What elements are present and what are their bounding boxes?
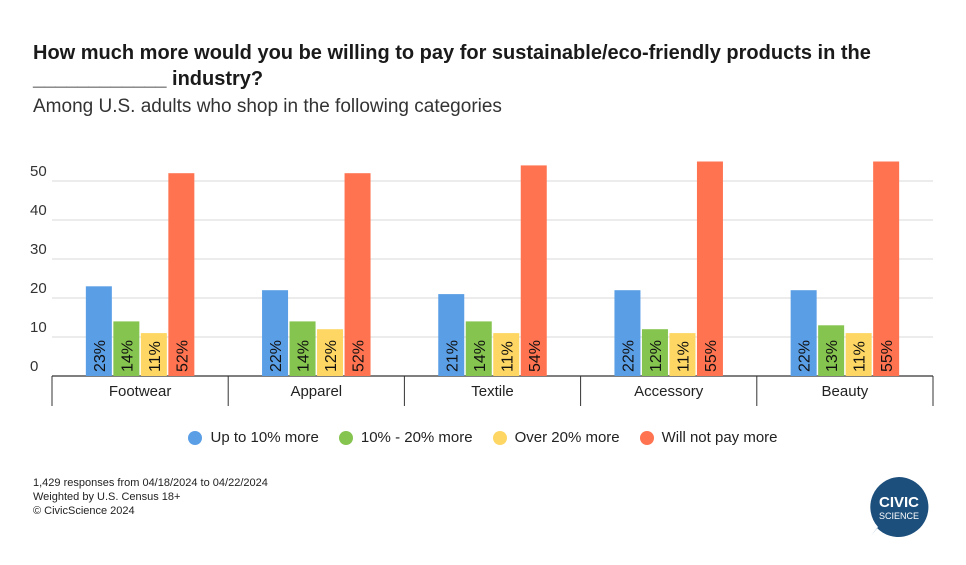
legend-swatch bbox=[188, 430, 203, 445]
data-label: 11% bbox=[675, 341, 692, 372]
bar bbox=[262, 290, 289, 376]
bar bbox=[493, 333, 520, 376]
legend-item: Over 20% more bbox=[492, 429, 620, 446]
legend: Up to 10% more 10% - 20% more Over 20% mor… bbox=[0, 429, 966, 446]
legend-swatch bbox=[492, 430, 507, 445]
bar bbox=[168, 173, 195, 376]
bar bbox=[845, 333, 872, 376]
data-label: 14% bbox=[472, 340, 489, 372]
logo-badge-shape bbox=[870, 477, 929, 537]
logo-text-science: SCIENCE bbox=[879, 511, 919, 521]
data-label: 14% bbox=[119, 340, 136, 372]
data-label: 54% bbox=[527, 340, 544, 372]
data-label: 22% bbox=[620, 340, 637, 372]
footnote-responses: 1,429 responses from 04/18/2024 to 04/22… bbox=[33, 477, 268, 489]
legend-label: Will not pay more bbox=[661, 429, 778, 446]
y-tick-label: 10 bbox=[30, 319, 47, 336]
civicscience-logo: CIVIC SCIENCE bbox=[870, 477, 929, 537]
legend-item: Up to 10% more bbox=[188, 429, 319, 446]
legend-swatch bbox=[338, 430, 353, 445]
bar bbox=[696, 161, 723, 376]
legend-swatch bbox=[639, 430, 654, 445]
bar bbox=[641, 329, 668, 376]
data-label: 22% bbox=[268, 340, 285, 372]
category-label: Footwear bbox=[109, 383, 172, 400]
legend-label: Up to 10% more bbox=[210, 429, 319, 446]
data-label: 12% bbox=[323, 340, 340, 372]
data-label: 21% bbox=[444, 340, 461, 372]
data-label: 55% bbox=[879, 340, 896, 372]
footnotes: 1,429 responses from 04/18/2024 to 04/22… bbox=[33, 476, 268, 518]
y-tick-label: 40 bbox=[30, 202, 47, 219]
legend-item: 10% - 20% more bbox=[338, 429, 473, 446]
bar bbox=[790, 290, 817, 376]
bar bbox=[85, 286, 112, 376]
legend-label: 10% - 20% more bbox=[360, 429, 473, 446]
bar bbox=[289, 321, 316, 376]
logo-text-civic: CIVIC bbox=[879, 494, 919, 511]
data-label: 14% bbox=[296, 340, 313, 372]
legend-label: Over 20% more bbox=[514, 429, 620, 446]
data-label: 12% bbox=[648, 340, 665, 372]
y-tick-label: 0 bbox=[30, 358, 38, 375]
bar bbox=[465, 321, 492, 376]
y-tick-label: 30 bbox=[30, 241, 47, 258]
footnote-weighting: Weighted by U.S. Census 18+ bbox=[33, 491, 181, 503]
legend-item: Will not pay more bbox=[639, 429, 778, 446]
category-label: Apparel bbox=[290, 383, 342, 400]
bar bbox=[873, 161, 900, 376]
y-tick-label: 20 bbox=[30, 280, 47, 297]
data-label: 52% bbox=[174, 340, 191, 372]
bar bbox=[113, 321, 140, 376]
chart-subtitle: Among U.S. adults who shop in the follow… bbox=[33, 96, 502, 117]
bar bbox=[140, 333, 167, 376]
bar bbox=[614, 290, 641, 376]
data-label: 23% bbox=[92, 340, 109, 372]
footnote-copyright: © CivicScience 2024 bbox=[33, 505, 135, 517]
data-label: 11% bbox=[499, 341, 516, 372]
bar bbox=[669, 333, 696, 376]
category-label: Accessory bbox=[634, 383, 704, 400]
data-label: 11% bbox=[147, 341, 164, 372]
y-tick-label: 50 bbox=[30, 163, 47, 180]
data-label: 22% bbox=[797, 340, 814, 372]
data-label: 11% bbox=[852, 341, 869, 372]
data-label: 13% bbox=[824, 340, 841, 372]
chart-title: How much more would you be willing to pa… bbox=[33, 42, 871, 90]
data-label: 52% bbox=[351, 340, 368, 372]
category-label: Textile bbox=[471, 383, 514, 400]
category-label: Beauty bbox=[822, 383, 869, 400]
bar bbox=[520, 165, 547, 376]
data-label: 55% bbox=[703, 340, 720, 372]
bar bbox=[438, 294, 465, 376]
bar bbox=[317, 329, 344, 376]
bar bbox=[818, 325, 845, 376]
bar bbox=[344, 173, 371, 376]
